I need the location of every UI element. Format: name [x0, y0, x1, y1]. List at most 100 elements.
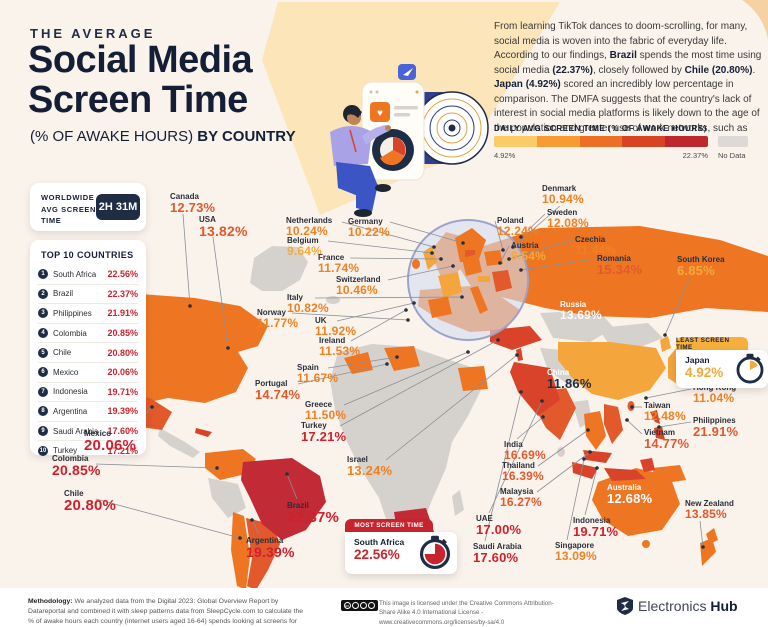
legend-max-label: 22.37%	[682, 151, 708, 160]
leader-dot	[644, 396, 648, 400]
intro-paragraph: From learning TikTok dances to doom-scro…	[494, 21, 762, 148]
leader-dot	[466, 350, 470, 354]
leader-dot	[412, 301, 416, 305]
leader-dot	[519, 235, 523, 239]
top10-value: 19.71%	[107, 386, 138, 397]
rank-badge: 6	[38, 367, 48, 378]
leader-dot	[404, 308, 408, 312]
top10-country: Mexico	[53, 367, 79, 377]
top10-row-5: 5 Chile 20.80%	[38, 342, 138, 362]
rank-badge: 4	[38, 328, 48, 339]
methodology-text: Methodology: We analyzed data from the D…	[28, 597, 308, 627]
electronics-hub-logo-text: Electronics Hub	[638, 598, 738, 614]
leader-line	[566, 458, 585, 541]
rank-badge: 10	[38, 445, 48, 456]
leader-dot	[519, 390, 523, 394]
least-screen-time-badge: LEAST SCREEN TIME Japan 4.92%	[676, 337, 768, 388]
leader-dot	[625, 418, 629, 422]
leader-line	[645, 388, 692, 399]
leader-line	[508, 239, 574, 260]
leader-line	[95, 498, 241, 539]
top10-value: 22.37%	[107, 288, 138, 299]
leader-line	[327, 240, 433, 254]
top10-value: 21.91%	[107, 308, 138, 319]
subtitle: (% OF AWAKE HOURS) BY COUNTRY	[30, 128, 296, 145]
leader-dot	[188, 304, 192, 308]
top10-country: Chile	[53, 348, 72, 358]
leader-line	[488, 400, 543, 514]
rank-badge: 7	[38, 386, 48, 397]
leader-dot	[501, 248, 505, 252]
leader-dot	[226, 346, 230, 350]
leader-line	[512, 205, 561, 248]
top10-country: Brazil	[53, 289, 74, 299]
most-badge-title: MOST SCREEN TIME	[345, 519, 433, 532]
legend-no-data-swatch	[718, 136, 748, 147]
leader-dot	[507, 257, 511, 261]
leader-dot	[582, 457, 586, 461]
leader-line	[182, 213, 191, 307]
leader-dot	[663, 333, 667, 337]
leader-dot	[385, 362, 389, 366]
top10-row-1: 1 South Africa 22.56%	[38, 265, 138, 284]
leader-dot	[701, 545, 705, 549]
top10-row-3: 3 Philippines 21.91%	[38, 303, 138, 323]
cc-icon: cc	[343, 602, 351, 609]
creative-commons-icons: cc	[341, 600, 378, 611]
leader-line	[494, 220, 504, 251]
cc-sa-icon	[360, 602, 368, 609]
legend-title: DAILY AVG SCREEN TIME (% OF AWAKE HOURS)	[494, 124, 708, 133]
rank-badge: 3	[38, 308, 48, 319]
methodology-body: We analyzed data from the Digital 2023: …	[28, 598, 304, 626]
leader-dot	[395, 355, 399, 359]
least-badge-value: 4.92%	[685, 365, 724, 380]
worldwide-avg-value: 2H 31M	[96, 194, 140, 220]
leader-dot	[498, 261, 502, 265]
leader-line	[251, 519, 260, 535]
title-line-1: Social Media	[28, 39, 253, 81]
footer	[0, 588, 768, 627]
subtitle-prefix: (% OF AWAKE HOURS)	[30, 128, 198, 145]
leader-dot	[285, 472, 289, 476]
leader-dot	[461, 241, 465, 245]
rank-badge: 9	[38, 426, 48, 437]
leader-line	[385, 354, 518, 461]
top10-list: 1 South Africa 22.56% 2 Brazil 22.37% 3 Philipp…	[38, 265, 138, 460]
leader-dot	[630, 405, 634, 409]
legend-segment-2	[536, 136, 580, 147]
rank-badge: 5	[38, 347, 48, 358]
leader-line	[314, 296, 463, 299]
license-text: This image is licensed under the Creativ…	[379, 600, 554, 626]
top10-row-7: 7 Indonesia 19.71%	[38, 381, 138, 402]
leader-line	[387, 265, 454, 281]
top10-country: Saudi Arabia	[53, 426, 99, 436]
rank-badge: 2	[38, 288, 48, 299]
top10-country: Colombia	[53, 328, 87, 338]
leader-line	[341, 221, 435, 248]
legend-segment-3	[579, 136, 623, 147]
legend-segment-5	[665, 136, 708, 147]
top10-card: TOP 10 COUNTRIES 1 South Africa 22.56% 2 Bra…	[30, 240, 146, 456]
leader-line	[484, 391, 522, 542]
most-badge-value: 22.56%	[354, 547, 400, 562]
top10-country: South Africa	[53, 269, 97, 279]
top10-value: 22.56%	[107, 269, 138, 280]
top10-row-6: 6 Mexico 20.06%	[38, 361, 138, 382]
leader-dot	[238, 536, 242, 540]
leader-line	[339, 339, 499, 427]
leader-line	[536, 451, 591, 493]
stopwatch-icon	[419, 535, 451, 570]
europe-magnifier	[407, 219, 529, 341]
top10-row-8: 8 Argentina 19.39%	[38, 401, 138, 421]
leader-line	[336, 302, 415, 322]
leader-line	[297, 363, 388, 385]
cc-license-icon	[368, 602, 376, 609]
electronics-hub-logo-icon	[617, 597, 633, 615]
top10-row-9: 9 Saudi Arabia 17.60%	[38, 420, 138, 441]
leader-line	[350, 309, 407, 342]
kicker: THE AVERAGE	[30, 26, 156, 41]
map-regions-red	[195, 326, 665, 481]
most-badge-country: South Africa	[354, 537, 405, 547]
leader-dot	[588, 450, 592, 454]
